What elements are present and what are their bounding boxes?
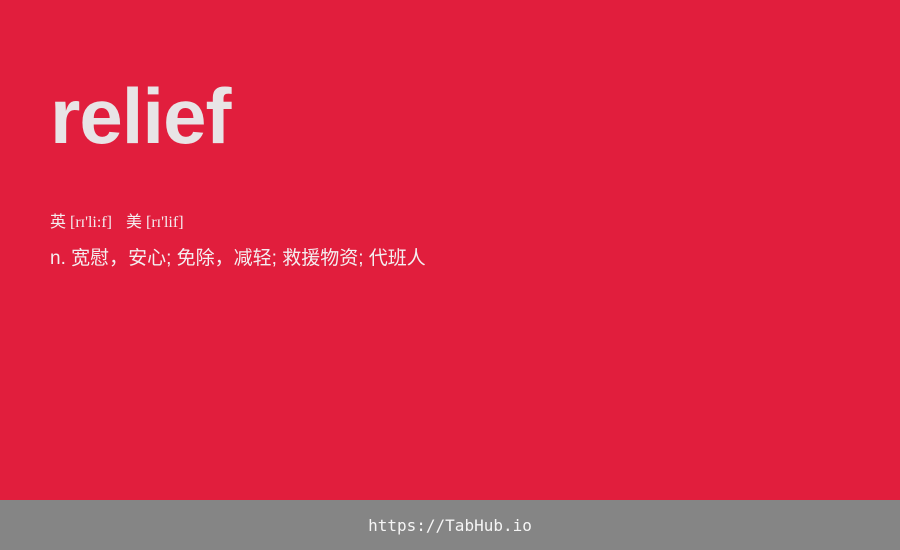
phonetic-uk: 英 [rɪ'li:f] <box>50 214 112 231</box>
phonetic-us: 美 [rɪ'lif] <box>125 214 184 231</box>
definition-text: n. 宽慰，安心; 免除，减轻; 救援物资; 代班人 <box>50 248 426 269</box>
headword: relief <box>50 72 231 160</box>
footer-bar: https://TabHub.io <box>0 500 900 550</box>
word-card: relief 英 [rɪ'li:f] 美 [rɪ'lif] n. 宽慰，安心; 免… <box>50 72 426 269</box>
phonetics-row: 英 [rɪ'li:f] 美 [rɪ'lif] <box>50 212 184 234</box>
footer-link[interactable]: https://TabHub.io <box>368 515 532 535</box>
